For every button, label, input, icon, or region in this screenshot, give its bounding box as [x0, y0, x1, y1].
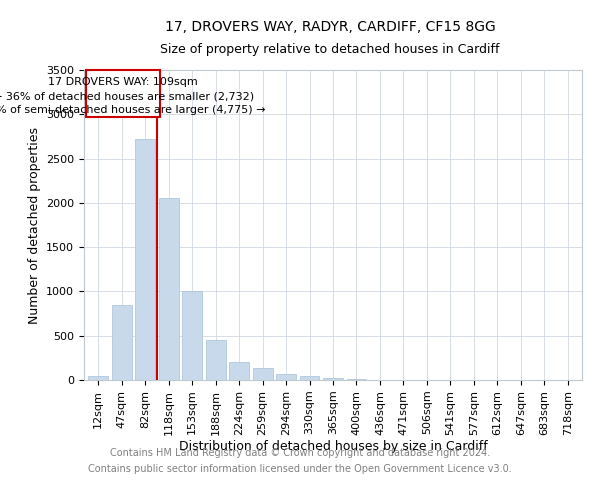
Bar	[206, 340, 226, 380]
Bar	[182, 292, 202, 380]
Y-axis label: Number of detached properties: Number of detached properties	[28, 126, 41, 324]
Text: 17, DROVERS WAY, RADYR, CARDIFF, CF15 8GG: 17, DROVERS WAY, RADYR, CARDIFF, CF15 8G…	[164, 20, 496, 34]
Bar	[135, 139, 155, 380]
X-axis label: Distribution of detached houses by size in Cardiff: Distribution of detached houses by size …	[179, 440, 487, 454]
Bar	[323, 378, 343, 380]
Bar	[276, 374, 296, 380]
Bar	[347, 379, 367, 380]
Text: 63% of semi-detached houses are larger (4,775) →: 63% of semi-detached houses are larger (…	[0, 106, 265, 116]
Text: ← 36% of detached houses are smaller (2,732): ← 36% of detached houses are smaller (2,…	[0, 92, 254, 102]
FancyBboxPatch shape	[86, 70, 160, 117]
Text: Contains public sector information licensed under the Open Government Licence v3: Contains public sector information licen…	[88, 464, 512, 473]
Text: 17 DROVERS WAY: 109sqm: 17 DROVERS WAY: 109sqm	[49, 77, 198, 87]
Text: Size of property relative to detached houses in Cardiff: Size of property relative to detached ho…	[160, 42, 500, 56]
Bar	[158, 198, 179, 380]
Text: Contains HM Land Registry data © Crown copyright and database right 2024.: Contains HM Land Registry data © Crown c…	[110, 448, 490, 458]
Bar	[88, 376, 108, 380]
Bar	[253, 368, 272, 380]
Bar	[299, 376, 319, 380]
Bar	[112, 304, 131, 380]
Bar	[229, 362, 249, 380]
